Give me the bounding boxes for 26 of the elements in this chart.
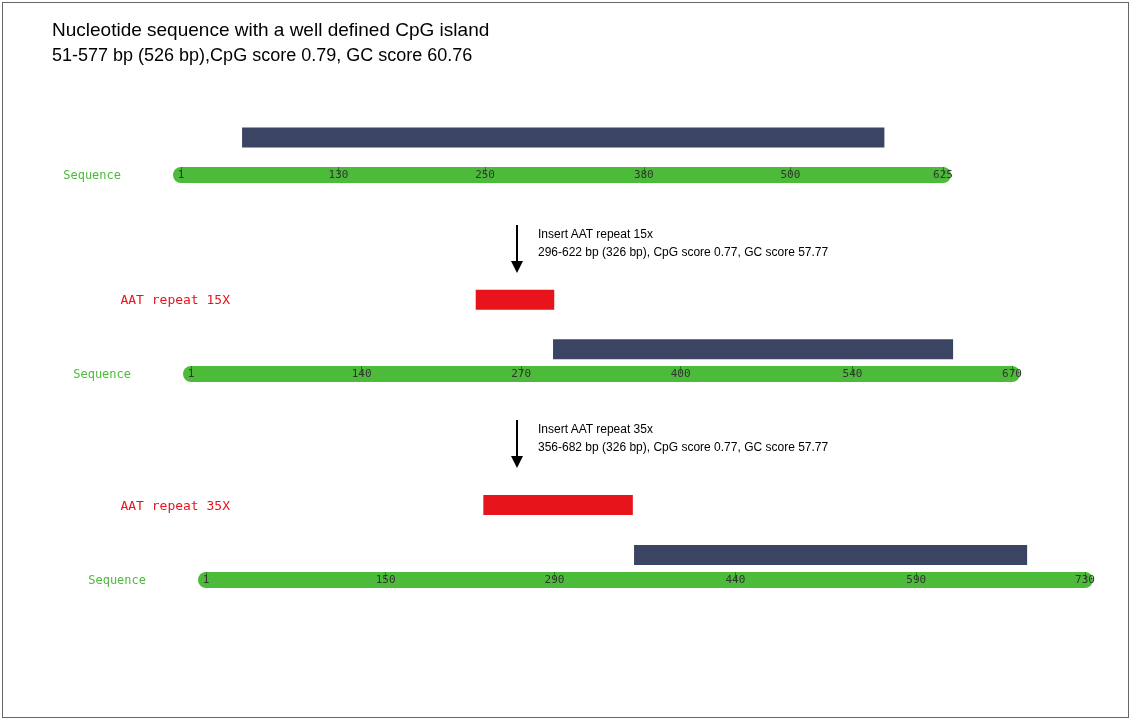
x-tick-label: 290: [544, 573, 565, 586]
chart-title: Nucleotide sequence with a well defined CpG island: [52, 19, 490, 40]
x-axis-title: Sequence: [63, 168, 121, 182]
x-tick-label: 540: [842, 367, 863, 380]
text: 296-622 bp (326 bp), CpG score 0.77, GC score 57.77: [538, 245, 829, 259]
y-tick-label: AAT repeat 35X: [120, 497, 231, 513]
x-tick-label: 500: [780, 168, 801, 181]
x-tick-label: 270: [511, 367, 532, 380]
x-tick-label: 130: [328, 168, 349, 181]
text: Insert AAT repeat 15x: [538, 227, 653, 241]
x-tick-label: 400: [670, 367, 691, 380]
text: 356-682 bp (326 bp), CpG score 0.77, GC score 57.77: [538, 440, 829, 454]
x-tick-label: 440: [725, 573, 746, 586]
x-tick-label: 590: [906, 573, 927, 586]
chart-subtitle: 51-577 bp (526 bp),CpG score 0.79, GC score 60.76: [52, 45, 473, 65]
x-tick-label: 1: [177, 168, 185, 181]
x-axis-title: Sequence: [73, 367, 131, 381]
x-tick-label: 140: [351, 367, 372, 380]
text: Insert AAT repeat 35x: [538, 422, 653, 436]
x-tick-label: 1: [202, 573, 210, 586]
x-tick-label: 150: [375, 573, 396, 586]
x-tick-label: 1: [187, 367, 195, 380]
y-tick-label: AAT repeat 15X: [120, 292, 231, 308]
x-tick-label: 380: [633, 168, 654, 181]
x-tick-label: 250: [475, 168, 495, 181]
x-axis-title: Sequence: [88, 573, 146, 587]
